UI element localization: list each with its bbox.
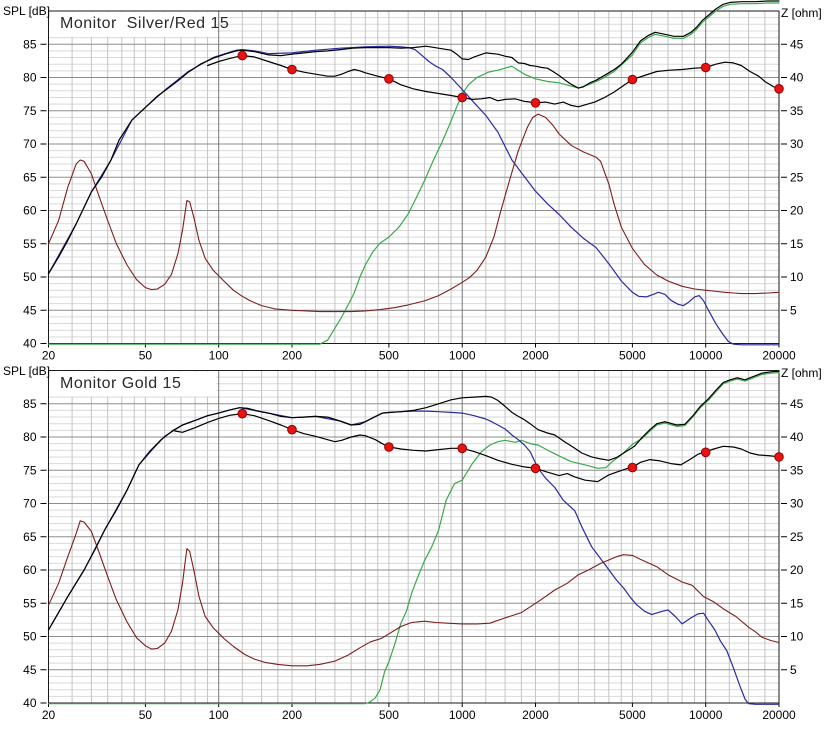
z-tick-label: 5: [790, 303, 797, 317]
measurement-dots: [384, 74, 394, 84]
z-tick-label: 35: [790, 463, 804, 477]
spl-tick-label: 70: [23, 497, 37, 511]
spl-tick-label: 55: [23, 237, 37, 251]
freq-tick-label: 100: [209, 708, 229, 722]
measurement-dots: [287, 64, 297, 75]
freq-tick-label: 500: [379, 708, 399, 722]
spl-tick-label: 50: [23, 630, 37, 644]
z-tick-label: 30: [790, 137, 804, 151]
z-tick-label: 15: [790, 596, 804, 610]
freq-tick-label: 500: [379, 349, 399, 363]
z-tick-label: 25: [790, 170, 804, 184]
freq-tick-label: 1000: [449, 349, 476, 363]
measurement-dots: [774, 452, 784, 462]
z-tick-label: 45: [790, 37, 804, 51]
spl-tick-label: 40: [23, 337, 37, 351]
measurement-dots: [627, 462, 638, 473]
chart-1: 85 80 75 70 65 60 55 50 45 40 45 40 35 30 25 20 15 10 5 20 5…: [23, 0, 804, 363]
measurement-dots: [700, 447, 711, 458]
spl-tick-label: 55: [23, 596, 37, 610]
title-backdrop: [49, 371, 217, 397]
freq-tick-label: 5000: [619, 349, 646, 363]
z-tick-label: 35: [790, 104, 804, 118]
measurement-dots: [457, 443, 468, 454]
spl-tick-label: 65: [23, 170, 37, 184]
spl-tick-label: 45: [23, 303, 37, 317]
z-tick-label: 10: [790, 270, 804, 284]
measurement-dots: [237, 50, 248, 61]
freq-tick-label: 50: [139, 349, 153, 363]
curve-highpass-response: [47, 371, 780, 705]
spl-tick-label: 60: [23, 204, 37, 218]
measurement-dots: [384, 442, 394, 452]
spl-tick-label: 80: [23, 430, 37, 444]
measurement-dots: [530, 98, 541, 108]
curve-impedance: [47, 113, 780, 313]
freq-tick-label: 20: [42, 708, 56, 722]
z-tick-label: 30: [790, 497, 804, 511]
freq-tick-label: 2000: [522, 708, 549, 722]
spl-tick-label: 40: [23, 696, 37, 710]
z-tick-label: 15: [790, 237, 804, 251]
chart2-spl-axis-label: SPL [dB]: [3, 364, 50, 378]
freq-tick-label: 20000: [762, 708, 796, 722]
spl-tick-label: 50: [23, 270, 37, 284]
curve-highpass-response: [47, 2, 780, 345]
chart-2: 85 80 75 70 65 60 55 50 45 40 45 40 35 30 25 20 15 10 5 20 5…: [23, 370, 804, 722]
freq-tick-label: 100: [209, 349, 229, 363]
chart1-title: Monitor Silver/Red 15: [60, 15, 230, 32]
chart2-z-axis-label: Z [ohm]: [781, 366, 822, 380]
measurement-dots: [774, 84, 784, 94]
measurement-dots: [287, 424, 297, 435]
curve-lowpass-response: [47, 45, 780, 346]
measurement-dots: [627, 74, 638, 85]
measurement-dots: [237, 408, 248, 419]
curve-total-response: [47, 0, 780, 275]
z-tick-label: 10: [790, 630, 804, 644]
freq-tick-label: 10000: [689, 349, 723, 363]
z-tick-label: 5: [790, 663, 797, 677]
measurement-dots: [530, 463, 541, 474]
curve-reference-response: [207, 54, 780, 108]
plot-border: [48, 370, 780, 704]
title-backdrop: [49, 12, 217, 37]
freq-tick-label: 5000: [619, 708, 646, 722]
freq-tick-label: 20000: [762, 349, 796, 363]
z-tick-label: 40: [790, 430, 804, 444]
z-tick-label: 20: [790, 204, 804, 218]
freq-tick-label: 2000: [522, 349, 549, 363]
measurement-dots: [457, 92, 468, 103]
freq-tick-label: 50: [139, 708, 153, 722]
freq-tick-label: 1000: [449, 708, 476, 722]
freq-tick-label: 200: [282, 349, 302, 363]
chart1-spl-axis-label: SPL [dB]: [3, 4, 50, 18]
spl-tick-label: 60: [23, 563, 37, 577]
freq-tick-label: 200: [282, 708, 302, 722]
plot-border: [48, 10, 780, 344]
chart1-z-axis-label: Z [ohm]: [781, 6, 822, 20]
measurement-dots: [700, 62, 711, 73]
spl-tick-label: 70: [23, 137, 37, 151]
freq-tick-label: 20: [42, 349, 56, 363]
chart2-title: Monitor Gold 15: [60, 375, 182, 392]
spl-tick-label: 45: [23, 663, 37, 677]
spl-tick-label: 80: [23, 71, 37, 85]
spl-tick-label: 75: [23, 104, 37, 118]
z-tick-label: 40: [790, 71, 804, 85]
z-tick-label: 45: [790, 397, 804, 411]
spl-tick-label: 85: [23, 37, 37, 51]
z-tick-label: 25: [790, 530, 804, 544]
curve-impedance: [47, 520, 780, 667]
freq-tick-label: 10000: [689, 708, 723, 722]
curve-total-response: [47, 370, 780, 631]
z-tick-label: 20: [790, 563, 804, 577]
spl-tick-label: 65: [23, 530, 37, 544]
spl-tick-label: 85: [23, 397, 37, 411]
spl-tick-label: 75: [23, 463, 37, 477]
